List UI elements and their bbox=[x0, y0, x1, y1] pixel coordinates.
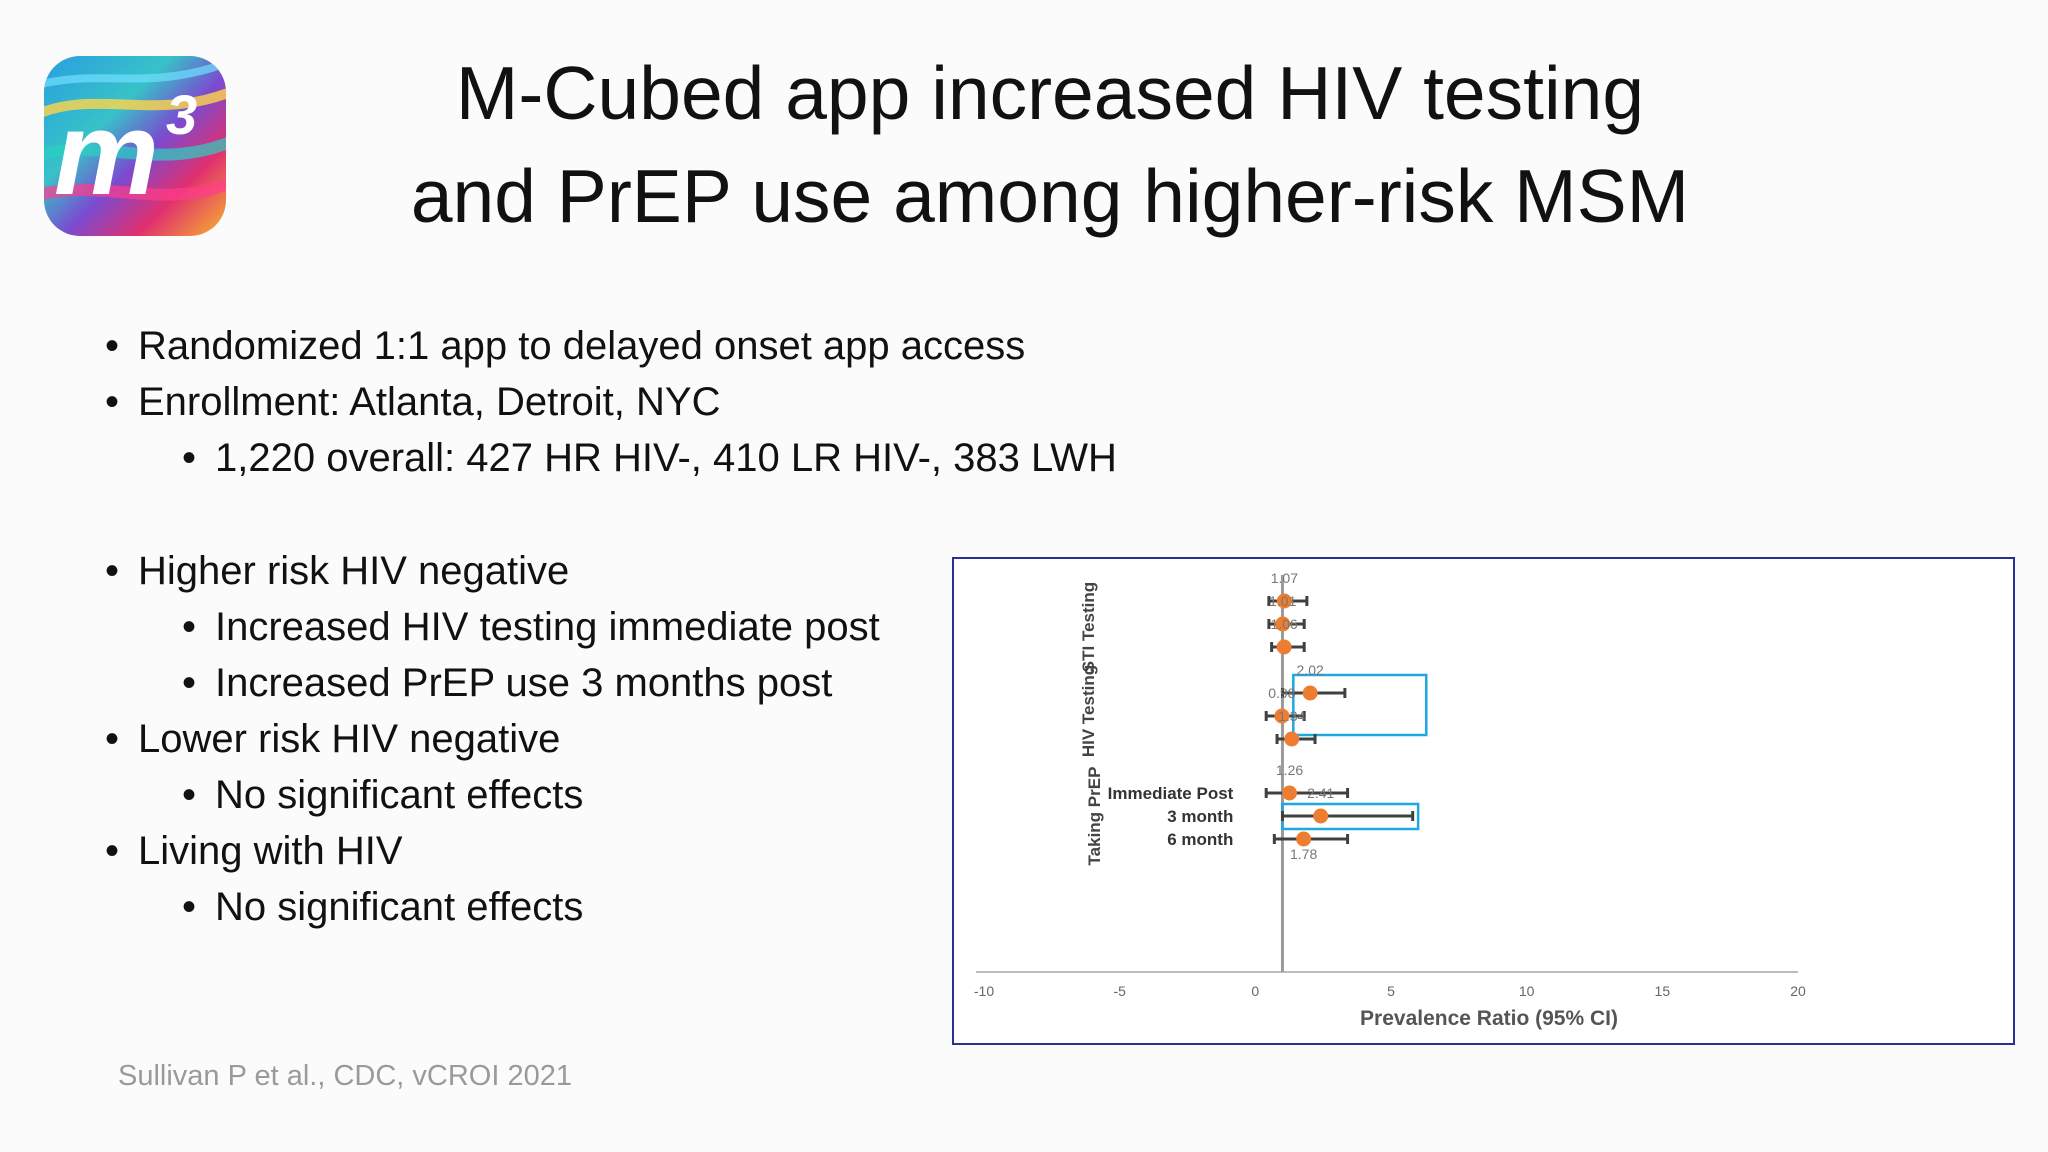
x-tick-label: 20 bbox=[1790, 983, 1806, 999]
bullet-item: • Living with HIV bbox=[105, 826, 403, 876]
point-estimate bbox=[1274, 708, 1290, 724]
title-line-2: and PrEP use among higher-risk MSM bbox=[410, 154, 1690, 238]
bullet-dot: • bbox=[105, 829, 120, 873]
logo-text: m bbox=[54, 88, 159, 220]
bullet-text: Enrollment: Atlanta, Detroit, NYC bbox=[138, 380, 721, 424]
x-tick-label: 10 bbox=[1519, 983, 1535, 999]
forest-plot-frame: -10 -5 0 5 10 15 20 Prevalence Ratio (95% CI) ST… bbox=[952, 557, 2015, 1045]
sub-bullet-item: • No significant effects bbox=[182, 882, 584, 932]
slide-title: M-Cubed app increased HIV testing and Pr… bbox=[300, 42, 1800, 248]
bullet-item: • Randomized 1:1 app to delayed onset ap… bbox=[105, 321, 1026, 371]
bullet-dot: • bbox=[182, 885, 197, 929]
svg-text:3: 3 bbox=[166, 83, 197, 146]
bullet-dot: • bbox=[105, 380, 120, 424]
group-label: STI Testing bbox=[1079, 582, 1098, 672]
point-estimate bbox=[1302, 685, 1318, 701]
value-label: 2.41 bbox=[1307, 785, 1334, 801]
bullet-dot: • bbox=[105, 717, 120, 761]
bullet-item: • Higher risk HIV negative bbox=[105, 546, 570, 596]
bullet-text: Increased HIV testing immediate post bbox=[215, 605, 880, 649]
sub-bullet-item: • Increased PrEP use 3 months post bbox=[182, 658, 833, 708]
point-estimate bbox=[1296, 831, 1312, 847]
x-tick-label: 5 bbox=[1387, 983, 1395, 999]
bullet-item: • Lower risk HIV negative bbox=[105, 714, 561, 764]
x-axis-title: Prevalence Ratio (95% CI) bbox=[1360, 1007, 1618, 1030]
value-label: 0.98 bbox=[1268, 685, 1295, 701]
value-label: 1.78 bbox=[1290, 846, 1317, 862]
x-tick-label: -10 bbox=[974, 983, 994, 999]
point-estimate bbox=[1282, 785, 1298, 801]
bullet-text: No significant effects bbox=[215, 773, 584, 817]
sub-bullet-item: • Increased HIV testing immediate post bbox=[182, 602, 880, 652]
title-line-1: M-Cubed app increased HIV testing bbox=[455, 51, 1645, 135]
row-label: Immediate Post bbox=[1108, 784, 1234, 803]
point-estimate bbox=[1276, 639, 1292, 655]
citation: Sullivan P et al., CDC, vCROI 2021 bbox=[118, 1060, 572, 1092]
point-estimate bbox=[1275, 616, 1291, 632]
sub-bullet-item: • No significant effects bbox=[182, 770, 584, 820]
forest-plot: -10 -5 0 5 10 15 20 Prevalence Ratio (95% CI) ST… bbox=[974, 570, 1806, 1030]
bullet-dot: • bbox=[182, 605, 197, 649]
point-estimate bbox=[1313, 808, 1329, 824]
bullet-dot: • bbox=[105, 549, 120, 593]
bullet-text: 1,220 overall: 427 HR HIV-, 410 LR HIV-,… bbox=[215, 436, 1117, 480]
bullet-text: No significant effects bbox=[215, 885, 584, 929]
value-label: 1.26 bbox=[1276, 762, 1303, 778]
value-label: 1.34 bbox=[1278, 708, 1305, 724]
group-label: Taking PrEP bbox=[1085, 767, 1104, 866]
bullet-text: Increased PrEP use 3 months post bbox=[215, 661, 833, 705]
x-tick-label: 15 bbox=[1655, 983, 1671, 999]
value-label: 2.02 bbox=[1297, 662, 1324, 678]
sub-bullet-item: • 1,220 overall: 427 HR HIV-, 410 LR HIV… bbox=[182, 433, 1117, 483]
bullet-dot: • bbox=[105, 324, 120, 368]
row-label: 3 month bbox=[1167, 807, 1233, 826]
bullet-dot: • bbox=[182, 773, 197, 817]
bullet-dot: • bbox=[182, 436, 197, 480]
bullet-text: Lower risk HIV negative bbox=[138, 717, 561, 761]
bullet-dot: • bbox=[182, 661, 197, 705]
group-label: HIV Testing bbox=[1079, 665, 1098, 757]
row-label: 6 month bbox=[1167, 830, 1233, 849]
value-label: 1.07 bbox=[1271, 570, 1298, 586]
m3-logo-icon: m 3 bbox=[44, 56, 226, 236]
point-estimate bbox=[1276, 593, 1292, 609]
point-estimate bbox=[1284, 731, 1300, 747]
bullet-item: • Enrollment: Atlanta, Detroit, NYC bbox=[105, 377, 721, 427]
x-tick-label: -5 bbox=[1113, 983, 1126, 999]
x-tick-label: 0 bbox=[1251, 983, 1259, 999]
value-label: 1.01 bbox=[1269, 593, 1296, 609]
bullet-text: Randomized 1:1 app to delayed onset app … bbox=[138, 324, 1026, 368]
bullet-text: Living with HIV bbox=[138, 829, 403, 873]
highlight-box bbox=[1292, 673, 1428, 737]
bullet-text: Higher risk HIV negative bbox=[138, 549, 570, 593]
value-label: 1.06 bbox=[1270, 616, 1297, 632]
